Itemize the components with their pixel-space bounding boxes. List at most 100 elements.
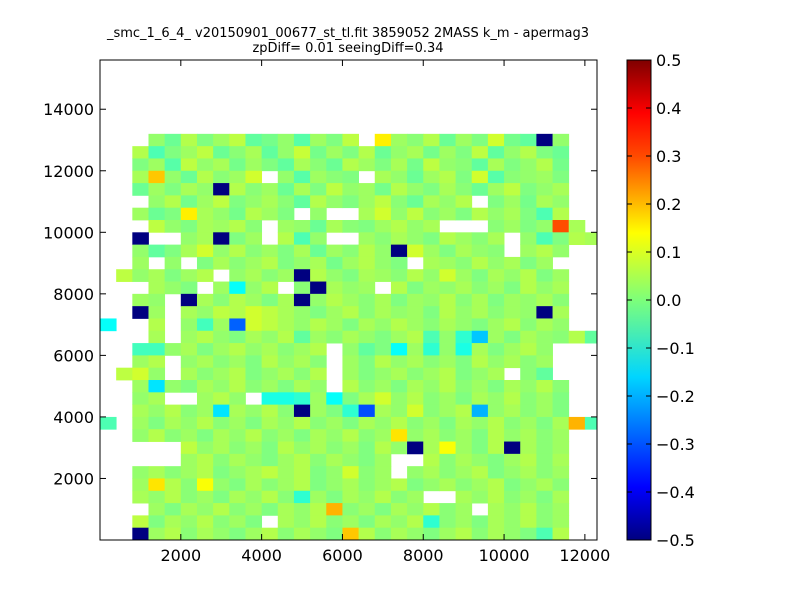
heatmap-cell bbox=[277, 195, 295, 209]
heatmap-cell bbox=[536, 146, 553, 159]
heatmap-cell bbox=[358, 441, 376, 455]
heatmap-cell bbox=[455, 318, 473, 332]
heatmap-cell bbox=[293, 527, 311, 541]
heatmap-cell bbox=[390, 392, 408, 406]
heatmap-cell bbox=[407, 515, 424, 529]
heatmap-cell bbox=[293, 416, 311, 430]
heatmap-cell bbox=[261, 343, 279, 356]
heatmap-cell bbox=[423, 330, 440, 344]
x-tick-label: 8000 bbox=[403, 546, 444, 565]
heatmap-cell bbox=[407, 429, 424, 442]
heatmap-cell bbox=[423, 244, 440, 258]
y-tick-label: 8000 bbox=[53, 285, 94, 304]
heatmap-cell bbox=[358, 244, 376, 258]
heatmap-cell bbox=[229, 404, 246, 418]
heatmap-cell bbox=[504, 355, 521, 369]
heatmap-cell bbox=[326, 466, 343, 479]
heatmap-cell bbox=[487, 318, 505, 332]
heatmap-cell bbox=[374, 306, 392, 319]
heatmap-cell bbox=[213, 207, 230, 221]
heatmap-cell bbox=[180, 515, 198, 529]
heatmap-cell bbox=[423, 380, 440, 393]
heatmap-cell bbox=[326, 293, 343, 307]
heatmap-cell bbox=[229, 183, 246, 196]
heatmap-cell bbox=[148, 367, 166, 381]
heatmap-cell bbox=[245, 170, 263, 184]
heatmap-cell bbox=[196, 527, 214, 541]
heatmap-cell bbox=[455, 256, 473, 270]
heatmap-cell bbox=[310, 355, 327, 369]
heatmap-cell bbox=[552, 281, 570, 295]
heatmap-cell bbox=[423, 367, 440, 381]
heatmap-cell bbox=[390, 527, 408, 541]
heatmap-cell bbox=[229, 244, 246, 258]
heatmap-cell bbox=[148, 158, 166, 172]
heatmap-cell bbox=[261, 416, 279, 430]
heatmap-cell bbox=[213, 404, 230, 418]
heatmap-cell bbox=[196, 503, 214, 516]
heatmap-cell bbox=[342, 170, 360, 184]
heatmap-cell bbox=[229, 441, 246, 455]
heatmap-cell bbox=[520, 133, 537, 147]
heatmap-cell bbox=[455, 170, 473, 184]
heatmap-cell bbox=[487, 306, 505, 319]
heatmap-cell bbox=[310, 306, 327, 319]
heatmap-cell bbox=[342, 158, 360, 172]
heatmap-cell bbox=[342, 380, 360, 393]
heatmap-cell bbox=[520, 343, 537, 356]
y-tick-label: 6000 bbox=[53, 346, 94, 365]
heatmap-cell bbox=[374, 269, 392, 282]
heatmap-cell bbox=[374, 195, 392, 209]
heatmap-cell bbox=[116, 367, 133, 381]
y-tick-label: 4000 bbox=[53, 408, 94, 427]
heatmap-cell bbox=[213, 318, 230, 332]
heatmap-cell bbox=[358, 404, 376, 418]
heatmap-cell bbox=[487, 220, 505, 233]
heatmap-cell bbox=[407, 220, 424, 233]
heatmap-cell bbox=[229, 232, 246, 246]
heatmap-cell bbox=[358, 429, 376, 442]
heatmap-cell bbox=[277, 453, 295, 467]
heatmap-cell bbox=[487, 380, 505, 393]
heatmap-cell bbox=[213, 392, 230, 406]
heatmap-cell bbox=[213, 281, 230, 295]
heatmap-cell bbox=[180, 195, 198, 209]
heatmap-cell bbox=[504, 503, 521, 516]
heatmap-cell bbox=[536, 256, 553, 270]
heatmap-cell bbox=[261, 146, 279, 159]
heatmap-cell bbox=[342, 244, 360, 258]
heatmap-cell bbox=[423, 306, 440, 319]
heatmap-cell bbox=[277, 478, 295, 492]
heatmap-cell bbox=[326, 515, 343, 529]
heatmap-cell bbox=[552, 392, 570, 406]
heatmap-cell bbox=[407, 343, 424, 356]
heatmap-cell bbox=[164, 503, 182, 516]
heatmap-cell bbox=[148, 183, 166, 196]
heatmap-cell bbox=[180, 490, 198, 504]
heatmap-cell bbox=[487, 429, 505, 442]
heatmap-cell bbox=[229, 466, 246, 479]
y-tick-label: 14000 bbox=[43, 100, 94, 119]
heatmap-cell bbox=[100, 318, 117, 332]
heatmap-cell bbox=[310, 503, 327, 516]
heatmap-cell bbox=[374, 158, 392, 172]
heatmap-cell bbox=[342, 441, 360, 455]
heatmap-cell bbox=[552, 293, 570, 307]
heatmap-cell bbox=[390, 256, 408, 270]
heatmap-cell bbox=[504, 343, 521, 356]
heatmap-cell bbox=[245, 343, 263, 356]
heatmap-cell bbox=[180, 527, 198, 541]
heatmap-cell bbox=[374, 170, 392, 184]
heatmap-cell bbox=[180, 343, 198, 356]
heatmap-cell bbox=[552, 330, 570, 344]
heatmap-cell bbox=[487, 269, 505, 282]
heatmap-cell bbox=[148, 220, 166, 233]
heatmap-cell bbox=[213, 478, 230, 492]
heatmap-cell bbox=[584, 416, 598, 430]
heatmap-cell bbox=[455, 441, 473, 455]
heatmap-cell bbox=[568, 416, 586, 430]
heatmap-cell bbox=[407, 478, 424, 492]
heatmap-cell bbox=[164, 380, 182, 393]
heatmap-cell bbox=[407, 367, 424, 381]
heatmap-cell bbox=[487, 293, 505, 307]
